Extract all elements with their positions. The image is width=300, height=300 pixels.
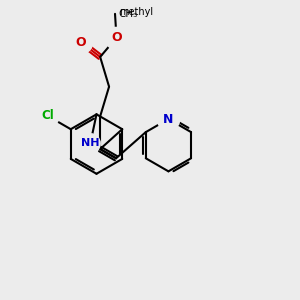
- Text: methyl: methyl: [119, 8, 154, 17]
- Text: N: N: [163, 112, 174, 125]
- Text: NH: NH: [81, 138, 100, 148]
- Text: CH₃: CH₃: [118, 9, 137, 19]
- Text: Cl: Cl: [41, 109, 54, 122]
- Text: O: O: [111, 31, 122, 44]
- Text: O: O: [76, 36, 86, 49]
